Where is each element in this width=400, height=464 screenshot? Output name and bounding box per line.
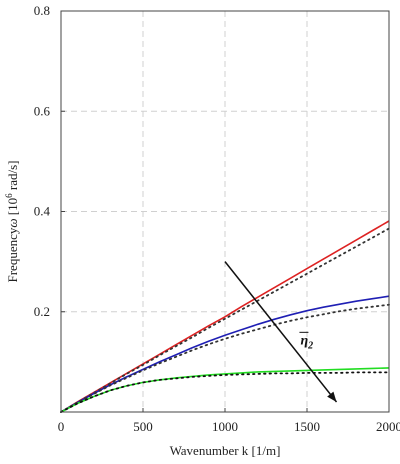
y-axis-title-prefix: Frequency <box>5 227 20 282</box>
y-tick-label: 0.6 <box>34 103 51 118</box>
y-tick-label: 0.2 <box>34 304 50 319</box>
annotation-layer: η2 <box>224 261 338 403</box>
y-axis-title-units-tail: rad/s] <box>5 160 20 193</box>
annotation-arrow <box>224 261 338 403</box>
series-layer <box>60 220 390 413</box>
tick-layer: 0 500 1000 1500 2000 0.2 0.4 0.6 0.8 <box>34 3 400 434</box>
x-tick-label: 1000 <box>212 419 238 434</box>
x-tick-label: 2000 <box>376 419 400 434</box>
y-axis-title-symbol: ω <box>5 218 20 227</box>
y-tick-label: 0.4 <box>34 204 51 219</box>
y-axis-title: Frequencyω [106 rad/s] <box>4 160 20 282</box>
series-line-2-dotted <box>60 227 390 413</box>
y-axis-title-exponent: 6 <box>4 193 14 198</box>
series-line-6-dotted <box>60 371 390 413</box>
series-line-4-dotted <box>60 303 390 413</box>
x-tick-label: 1500 <box>294 419 320 434</box>
x-tick-label: 500 <box>133 419 153 434</box>
x-tick-label: 0 <box>58 419 65 434</box>
annotation-subscript: 2 <box>307 340 313 351</box>
annotation-label: η2 <box>300 333 313 351</box>
series-line-1-solid <box>60 220 390 413</box>
y-tick-label: 0.8 <box>34 3 50 18</box>
grid-lines <box>61 11 389 412</box>
series-line-5-solid <box>60 367 390 413</box>
annotation-arrowhead <box>327 391 337 402</box>
y-axis-title-units: [10 <box>5 198 20 219</box>
x-axis-title: Wavenumber k [1/m] <box>170 443 281 458</box>
